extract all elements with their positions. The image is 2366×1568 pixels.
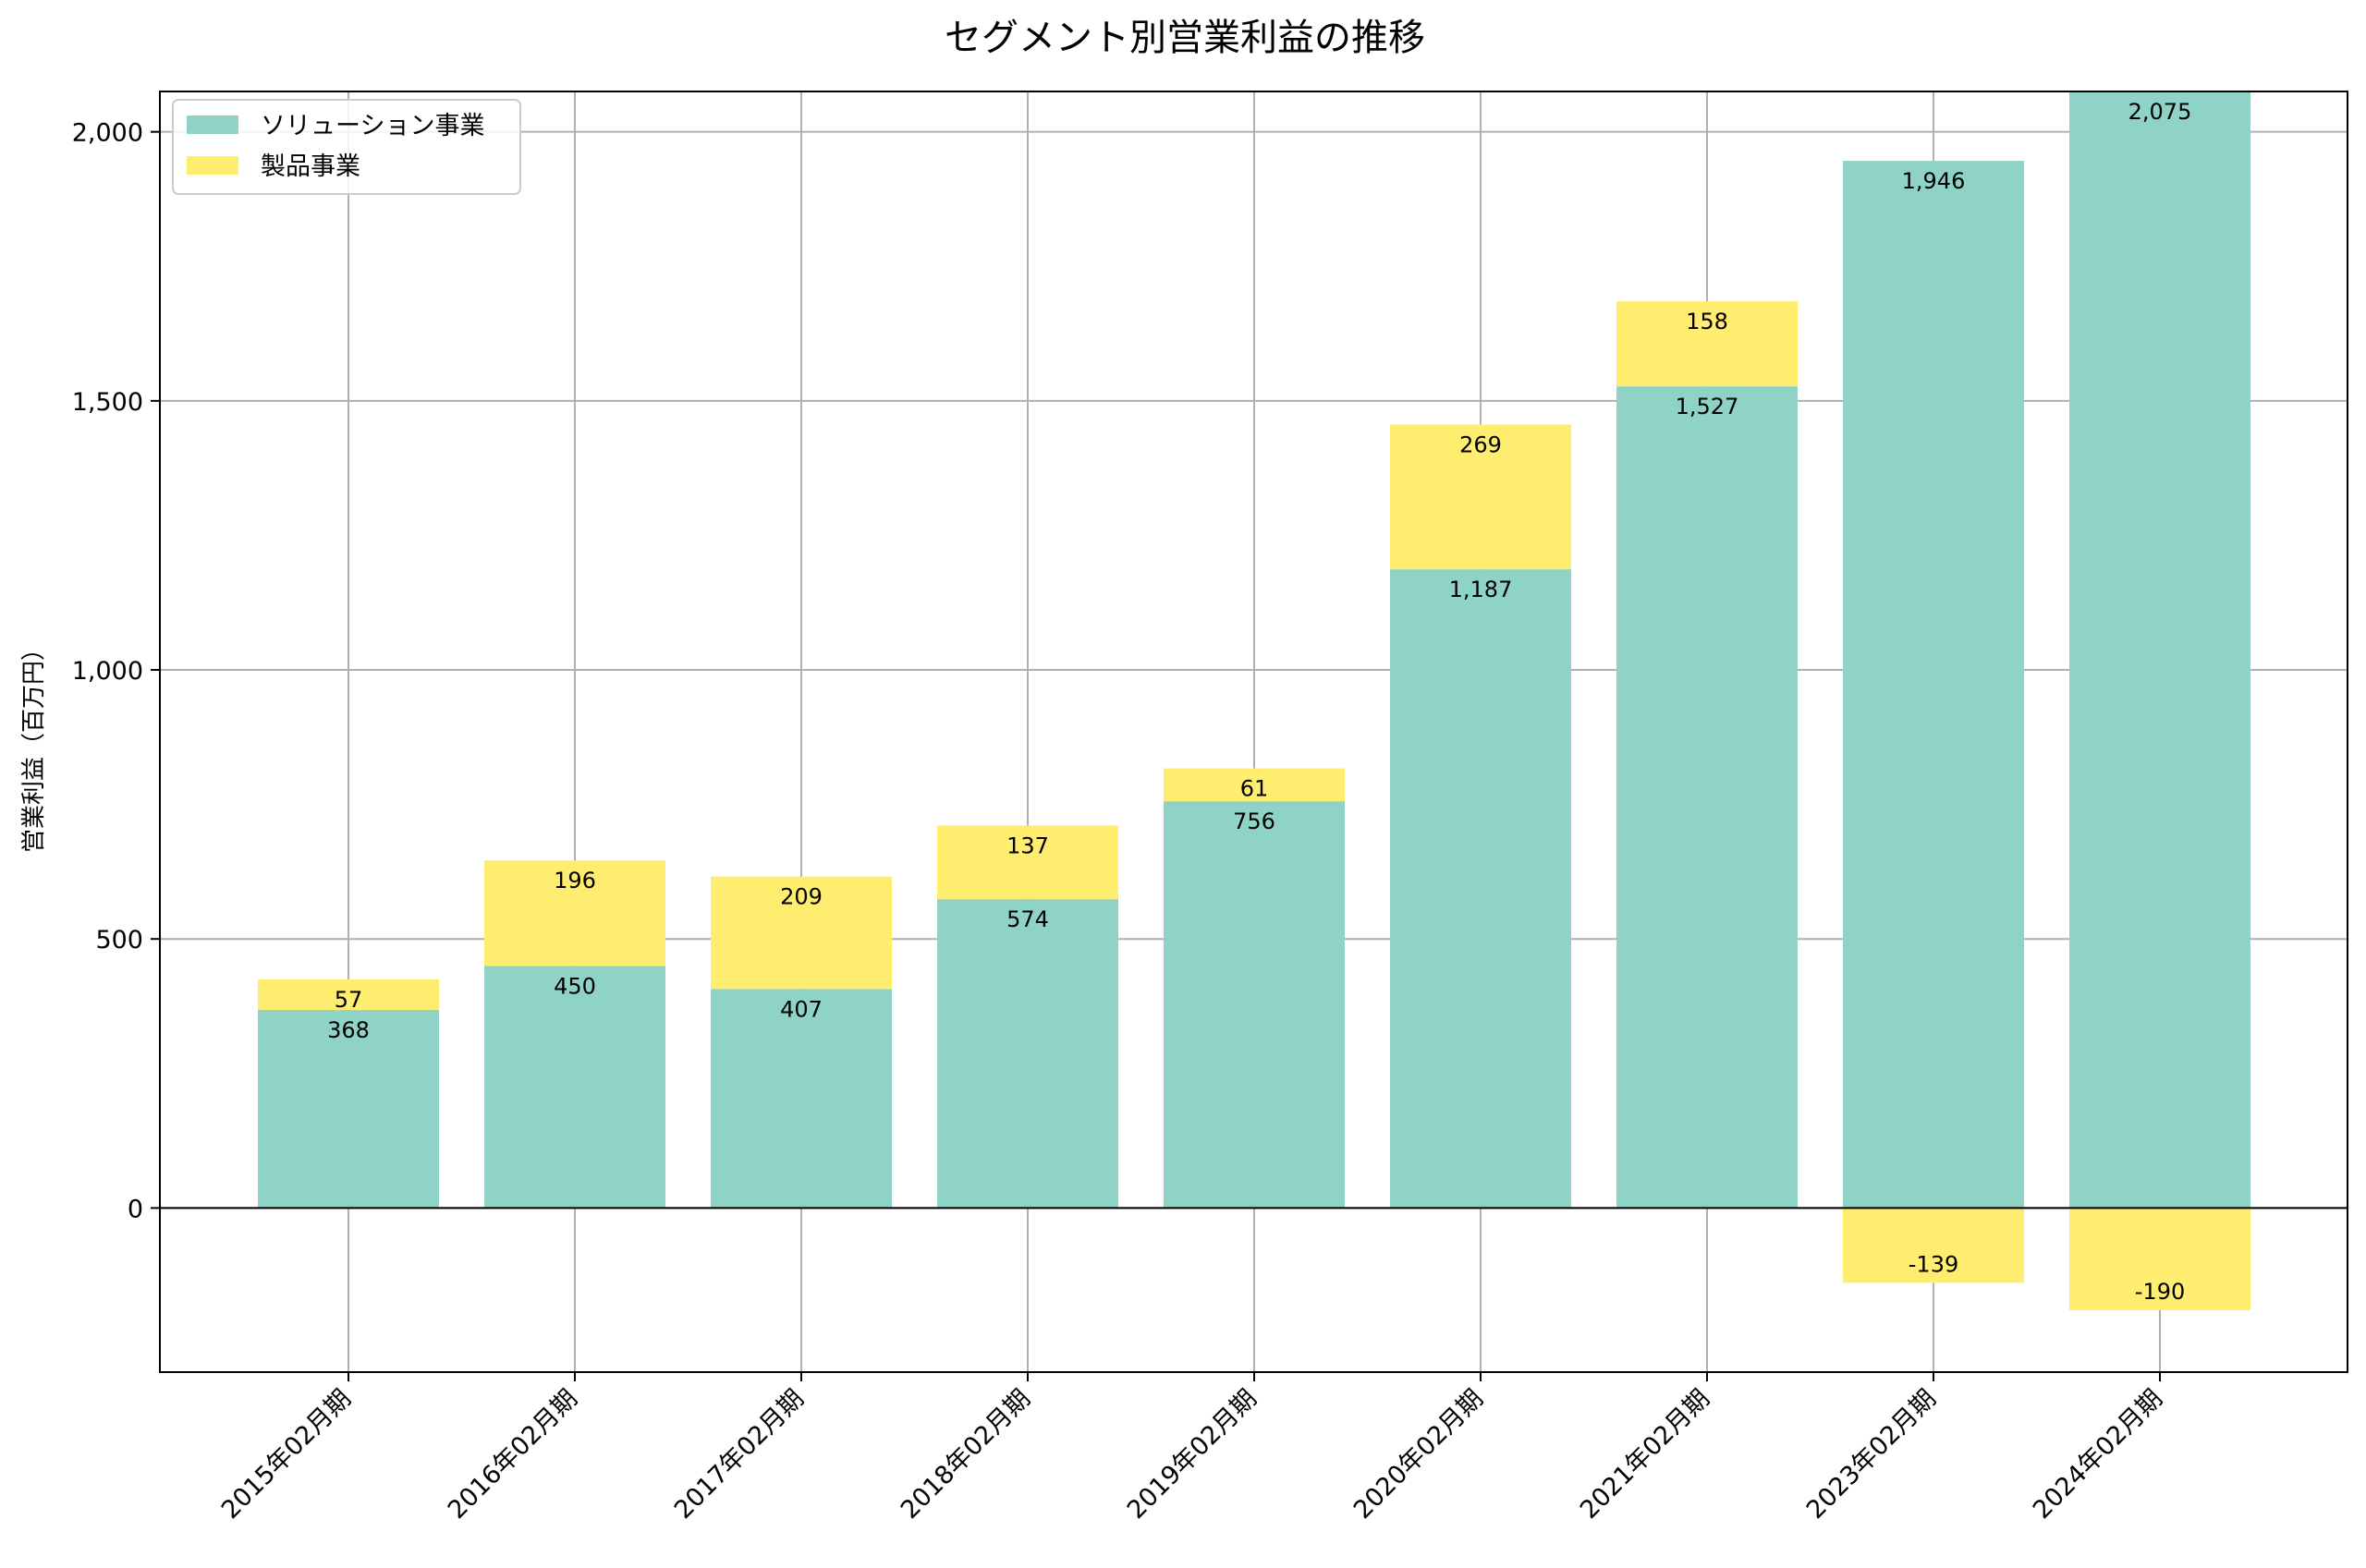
legend-swatch xyxy=(187,156,238,175)
data-label: 756 xyxy=(1233,808,1275,834)
y-tick-label: 500 xyxy=(95,926,143,954)
y-axis-label: 営業利益（百万円） xyxy=(20,637,48,853)
bar xyxy=(1390,424,1571,570)
bar xyxy=(937,899,1118,1209)
bar xyxy=(711,876,892,990)
data-label: 407 xyxy=(780,996,823,1022)
data-label: -139 xyxy=(1909,1251,1958,1277)
data-label: 574 xyxy=(1006,906,1049,932)
bar xyxy=(2069,91,2250,1209)
bar xyxy=(484,966,665,1209)
bar xyxy=(1164,801,1345,1209)
bar xyxy=(1616,386,1798,1209)
x-tick-label: 2023年02月期 xyxy=(1801,1384,1942,1525)
legend-label: 製品事業 xyxy=(261,152,360,181)
x-tick-label: 2019年02月期 xyxy=(1122,1384,1262,1525)
legend-label: ソリューション事業 xyxy=(261,112,484,140)
x-tick-label: 2020年02月期 xyxy=(1348,1384,1489,1525)
data-label: 1,527 xyxy=(1676,394,1739,419)
plot-area: 368 450 407 574 756 1,187 1,527 1,946 2,075 57 196… xyxy=(72,91,2348,1525)
bar xyxy=(1616,301,1798,387)
bar xyxy=(1843,161,2024,1209)
bar xyxy=(711,989,892,1209)
data-label: 269 xyxy=(1459,432,1502,457)
data-label: 1,187 xyxy=(1449,577,1513,602)
data-label: 1,946 xyxy=(1902,168,1966,194)
bar xyxy=(1390,569,1571,1209)
bar xyxy=(1164,768,1345,802)
data-label: 61 xyxy=(1240,776,1269,802)
data-label: 196 xyxy=(554,868,596,893)
bar xyxy=(258,1010,439,1209)
x-tick-label: 2016年02月期 xyxy=(443,1384,583,1525)
y-tick-label: 2,000 xyxy=(72,119,143,148)
x-tick-label: 2024年02月期 xyxy=(2028,1384,2168,1525)
x-tick-label: 2015年02月期 xyxy=(216,1384,357,1525)
data-label: 158 xyxy=(1686,309,1728,334)
data-label: -190 xyxy=(2135,1279,2185,1305)
data-label: 368 xyxy=(327,1017,370,1043)
bar xyxy=(258,978,439,1011)
x-tick-label: 2021年02月期 xyxy=(1575,1384,1715,1525)
data-label: 57 xyxy=(335,987,363,1013)
data-label: 450 xyxy=(554,973,596,999)
y-tick-label: 1,000 xyxy=(72,657,143,686)
data-label: 137 xyxy=(1006,833,1049,858)
x-tick-label: 2018年02月期 xyxy=(896,1384,1036,1525)
legend-box xyxy=(172,99,521,195)
x-tick-label: 2017年02月期 xyxy=(669,1384,810,1525)
data-label: 2,075 xyxy=(2128,99,2192,125)
data-label: 209 xyxy=(780,884,823,910)
y-tick-label: 1,500 xyxy=(72,388,143,417)
bar xyxy=(2069,1208,2250,1311)
bar xyxy=(1843,1208,2024,1283)
y-tick-label: 0 xyxy=(128,1195,143,1223)
chart-title: セグメント別営業利益の推移 xyxy=(945,17,1425,59)
legend-swatch xyxy=(187,115,238,134)
bar xyxy=(484,860,665,966)
bar xyxy=(937,825,1118,900)
